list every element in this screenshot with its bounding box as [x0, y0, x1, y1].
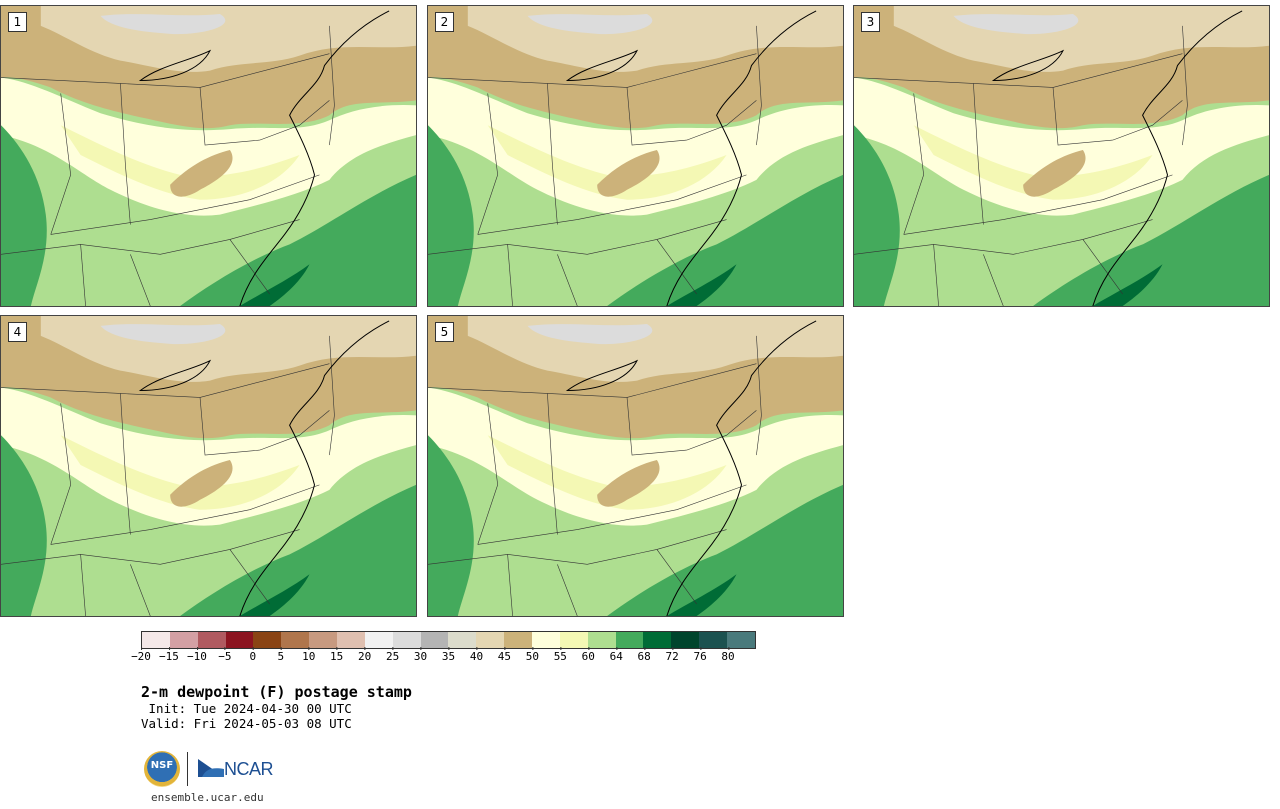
ensemble-member-panel-2: 2 — [427, 5, 844, 307]
colorbar-swatch — [476, 632, 505, 648]
panel-number-3: 3 — [861, 12, 880, 32]
colorbar-tick-label: 50 — [525, 647, 539, 663]
colorbar-swatch — [532, 632, 560, 648]
dewpoint-map-3 — [854, 6, 1269, 306]
init-time: Init: Tue 2024-04-30 00 UTC — [141, 701, 352, 716]
colorbar-swatch — [197, 632, 226, 648]
footer-url[interactable]: ensemble.ucar.edu — [151, 791, 264, 804]
colorbar-tick-label: 15 — [330, 647, 344, 663]
dewpoint-map-5 — [428, 316, 843, 616]
colorbar-tick-labels: −20 −15 −10 −5 0 5 10 15 20 25 30 35 40 45 50 55 60 64 68 7… — [131, 647, 756, 668]
colorbar-tick-label: 25 — [385, 647, 400, 663]
colorbar-tick-label: 80 — [721, 647, 735, 663]
colorbar-tick-label: 76 — [693, 647, 707, 663]
ensemble-member-panel-4: 4 — [0, 315, 417, 617]
colorbar-swatch — [253, 632, 282, 648]
colorbar-tick-label: 45 — [497, 647, 512, 663]
logo-divider — [187, 752, 188, 786]
colorbar-tick-label: 64 — [609, 647, 623, 663]
colorbar-tick-label: 40 — [469, 647, 484, 663]
colorbar-swatch — [309, 632, 338, 648]
colorbar-tick-label: −15 — [159, 647, 179, 663]
colorbar-swatch — [337, 632, 365, 648]
dewpoint-map-2 — [428, 6, 843, 306]
dewpoint-map-4 — [1, 316, 416, 616]
colorbar-tick-label: 60 — [581, 647, 595, 663]
ensemble-member-panel-3: 3 — [853, 5, 1270, 307]
valid-time: Valid: Fri 2024-05-03 08 UTC — [141, 716, 352, 731]
panel-number-2: 2 — [435, 12, 454, 32]
colorbar-tick-label: 55 — [553, 647, 567, 663]
colorbar-swatch — [448, 632, 477, 648]
colorbar-swatch — [727, 632, 755, 648]
colorbar-tick-label: −5 — [218, 647, 232, 663]
colorbar-tick-label: −20 — [131, 647, 151, 663]
colorbar-swatch — [364, 632, 393, 648]
colorbar-swatch — [643, 632, 672, 648]
colorbar-tick-label: 20 — [358, 647, 372, 663]
nsf-logo: NSF — [144, 751, 180, 787]
colorbar-swatch — [559, 632, 588, 648]
colorbar-swatch — [392, 632, 421, 648]
colorbar-swatch — [671, 632, 700, 648]
ensemble-member-panel-1: 1 — [0, 5, 417, 307]
colorbar-tick-label: 35 — [441, 647, 456, 663]
colorbar-swatch — [615, 632, 644, 648]
colorbar-swatch — [504, 632, 533, 648]
colorbar-tick-label: 30 — [413, 647, 428, 663]
colorbar-tick-label: 68 — [637, 647, 651, 663]
colorbar-tick-label: −10 — [186, 647, 207, 663]
colorbar-swatch — [225, 632, 254, 648]
colorbar-swatch — [420, 632, 449, 648]
nsf-logo-text: NSF — [150, 760, 174, 771]
panel-number-1: 1 — [8, 12, 27, 32]
colorbar-tick-label: 72 — [665, 647, 679, 663]
ensemble-member-panel-5: 5 — [427, 315, 844, 617]
colorbar-swatch — [699, 632, 728, 648]
product-title: 2-m dewpoint (F) postage stamp — [141, 683, 412, 701]
colorbar-swatch — [169, 632, 198, 648]
colorbar-tick-label: 5 — [277, 647, 285, 663]
colorbar-swatch — [281, 632, 310, 648]
panel-number-4: 4 — [8, 322, 27, 342]
colorbar-swatch — [587, 632, 616, 648]
ncar-mark-icon — [198, 759, 224, 777]
colorbar-swatch — [142, 632, 170, 648]
colorbar-tick-label: 10 — [302, 647, 316, 663]
dewpoint-map-1 — [1, 6, 416, 306]
dewpoint-colorbar — [141, 631, 756, 649]
panel-number-5: 5 — [435, 322, 454, 342]
ncar-logo-text: NCAR — [224, 759, 274, 779]
colorbar-tick-label: 0 — [249, 647, 257, 663]
